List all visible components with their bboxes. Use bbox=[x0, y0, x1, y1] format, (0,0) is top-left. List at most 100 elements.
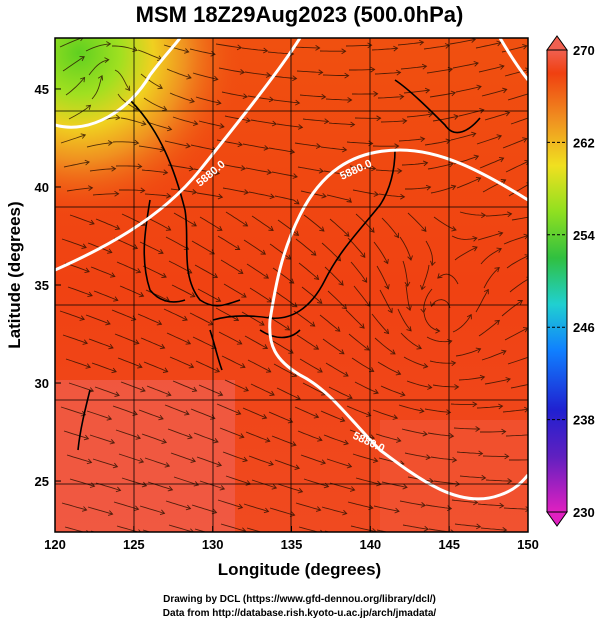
streamline-arrowhead bbox=[260, 249, 267, 255]
streamline-arrowhead bbox=[466, 313, 472, 320]
streamline bbox=[249, 287, 272, 303]
streamline bbox=[166, 332, 191, 345]
streamline-arrowhead bbox=[498, 156, 505, 163]
streamline-arrowhead bbox=[288, 278, 295, 284]
streamline-arrowhead bbox=[399, 93, 405, 100]
streamline-arrowhead bbox=[531, 457, 535, 462]
streamline-arrowhead bbox=[475, 347, 482, 353]
streamline bbox=[115, 165, 142, 168]
streamline bbox=[296, 70, 323, 73]
streamline bbox=[217, 235, 240, 250]
streamline bbox=[421, 264, 430, 290]
streamline bbox=[456, 451, 483, 455]
streamline-arrowhead bbox=[184, 410, 190, 416]
streamline-arrowhead bbox=[404, 281, 411, 287]
streamline-arrowhead bbox=[219, 123, 225, 129]
streamline bbox=[322, 74, 349, 77]
streamline-arrowhead bbox=[335, 326, 341, 332]
streamline-arrowhead bbox=[406, 326, 412, 332]
colorbar-bottom-arrow bbox=[546, 511, 568, 527]
streamline bbox=[456, 177, 481, 189]
streamline-arrowhead bbox=[159, 509, 166, 516]
streamline-arrowhead bbox=[104, 57, 110, 63]
streamline bbox=[319, 314, 341, 332]
streamline bbox=[326, 194, 352, 203]
streamline bbox=[374, 71, 401, 75]
streamline bbox=[244, 335, 268, 349]
streamline-arrowhead bbox=[114, 224, 121, 231]
streamline bbox=[140, 73, 163, 89]
streamline-arrowhead bbox=[450, 529, 455, 532]
streamline bbox=[92, 458, 118, 468]
streamline-arrowhead bbox=[383, 258, 389, 265]
streamline bbox=[276, 387, 301, 400]
streamline-arrowhead bbox=[134, 339, 140, 345]
streamline bbox=[268, 147, 295, 153]
streamline-arrowhead bbox=[80, 133, 87, 139]
streamline bbox=[61, 502, 87, 511]
x-tick-label: 150 bbox=[517, 537, 539, 552]
streamline bbox=[195, 96, 221, 104]
streamline-arrowhead bbox=[366, 411, 372, 418]
streamline-arrowhead bbox=[317, 436, 323, 442]
streamline bbox=[327, 290, 347, 310]
streamline-arrowhead bbox=[236, 44, 243, 51]
streamline-arrowhead bbox=[81, 506, 88, 512]
streamline-arrowhead bbox=[109, 439, 116, 445]
streamline bbox=[88, 338, 114, 349]
streamline bbox=[377, 361, 401, 375]
streamline bbox=[115, 429, 141, 439]
streamline-arrowhead bbox=[167, 485, 174, 492]
streamline-arrowhead bbox=[376, 115, 382, 122]
streamline bbox=[86, 410, 112, 420]
streamline bbox=[322, 338, 345, 355]
streamline-arrowhead bbox=[108, 343, 114, 350]
streamline bbox=[353, 285, 371, 307]
streamline-arrowhead bbox=[368, 367, 375, 373]
streamline-arrowhead bbox=[261, 413, 268, 420]
streamline bbox=[433, 216, 457, 231]
streamline-arrowhead bbox=[531, 115, 536, 120]
streamline bbox=[116, 261, 141, 273]
streamline-arrowhead bbox=[522, 43, 528, 50]
streamline-arrowhead bbox=[494, 267, 500, 273]
streamline bbox=[85, 43, 111, 52]
streamline bbox=[170, 188, 197, 193]
streamline bbox=[481, 88, 507, 97]
streamline bbox=[506, 255, 528, 269]
streamline bbox=[379, 289, 393, 313]
streamline-arrowhead bbox=[339, 416, 346, 423]
streamline-arrowhead bbox=[315, 506, 322, 512]
streamline-arrowhead bbox=[289, 511, 296, 517]
streamline bbox=[196, 456, 222, 466]
streamline-arrowhead bbox=[79, 315, 85, 321]
streamline bbox=[64, 526, 85, 532]
streamline-arrowhead bbox=[481, 474, 487, 481]
streamline-arrowhead bbox=[271, 120, 278, 127]
streamline-arrowhead bbox=[86, 458, 93, 465]
streamline bbox=[191, 240, 215, 255]
streamline-arrowhead bbox=[141, 481, 148, 488]
streamline bbox=[347, 501, 373, 509]
streamline-arrowhead bbox=[242, 93, 248, 100]
streamline-arrowhead bbox=[400, 391, 406, 397]
streamline bbox=[481, 350, 507, 361]
streamline bbox=[246, 263, 269, 279]
streamline-arrowhead bbox=[338, 280, 344, 286]
streamline bbox=[424, 408, 451, 413]
streamline-arrowhead bbox=[185, 339, 192, 345]
streamline bbox=[218, 331, 242, 345]
streamline-arrowhead bbox=[292, 302, 298, 308]
streamline-arrowhead bbox=[140, 386, 146, 393]
streamline bbox=[167, 164, 194, 170]
streamline-arrowhead bbox=[480, 212, 487, 219]
streamline bbox=[247, 359, 271, 373]
streamline bbox=[268, 411, 293, 423]
streamline-arrowhead bbox=[397, 168, 403, 174]
streamline bbox=[222, 187, 249, 194]
streamline-arrowhead bbox=[284, 325, 291, 331]
streamline bbox=[191, 504, 217, 514]
streamline-arrowhead bbox=[214, 367, 221, 373]
streamline-arrowhead bbox=[233, 315, 240, 322]
streamline bbox=[459, 211, 486, 216]
